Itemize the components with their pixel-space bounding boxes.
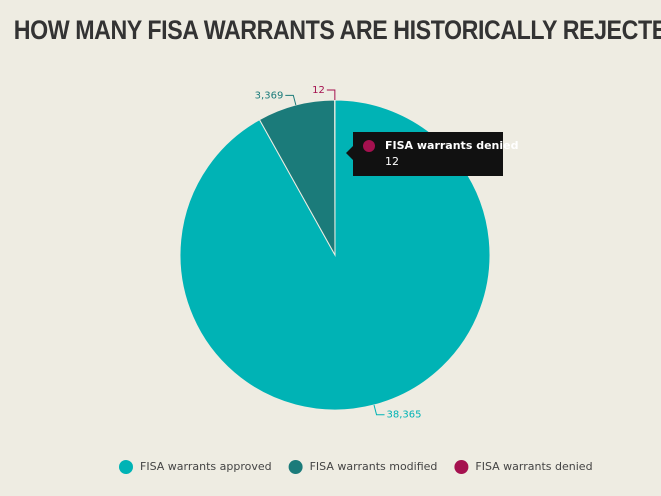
tooltip: FISA warrants denied 12	[346, 132, 518, 176]
tooltip-value: 12	[385, 155, 399, 168]
tooltip-marker	[363, 140, 375, 152]
leader-line	[326, 89, 336, 101]
legend-marker	[454, 460, 469, 474]
tooltip-box	[346, 132, 503, 176]
legend-marker	[119, 460, 133, 474]
leader-line	[373, 404, 385, 416]
legend-label: FISA warrants approved	[140, 460, 272, 473]
value-labels: 38,365 3,369 12	[255, 85, 422, 421]
value-label: 3,369	[255, 90, 284, 101]
legend-marker	[288, 460, 303, 474]
value-label: 12	[312, 85, 325, 96]
tooltip-series: FISA warrants denied	[385, 139, 518, 152]
legend-label: FISA warrants denied	[475, 460, 592, 473]
legend: FISA warrants approved FISA warrants modi…	[119, 460, 593, 474]
leader-line	[285, 94, 297, 106]
legend-label: FISA warrants modified	[310, 460, 438, 473]
pie	[179, 99, 491, 411]
value-label: 38,365	[387, 410, 422, 421]
chart-title: HOW MANY FISA WARRANTS ARE HISTORICALLY …	[14, 16, 661, 46]
